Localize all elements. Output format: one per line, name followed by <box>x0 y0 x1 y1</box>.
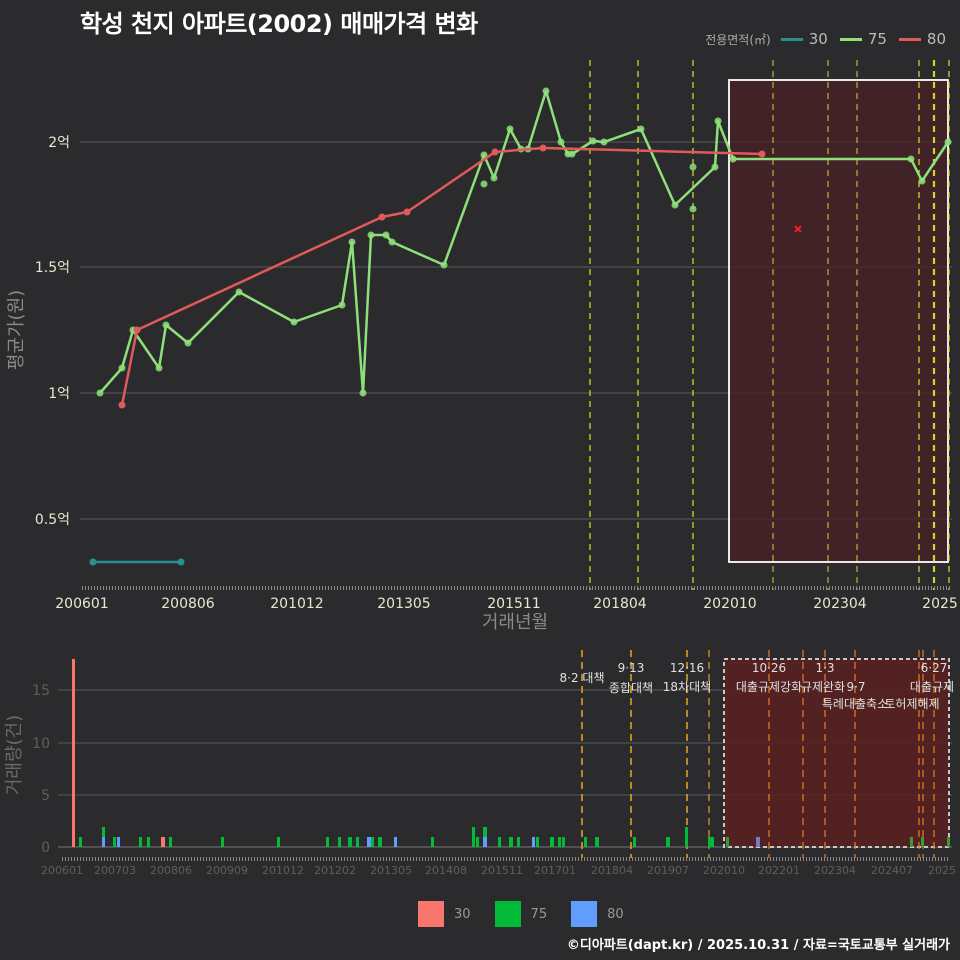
chart-title: 학성 천지 아파트(2002) 매매가격 변화 <box>80 10 478 38</box>
source-footer: ©디아파트(dapt.kr) / 2025.10.31 / 자료=국토교통부 실… <box>566 938 950 953</box>
svg-text:15: 15 <box>32 683 50 699</box>
legend-bottom: 30 75 80 <box>418 901 638 927</box>
svg-text:0.5억: 0.5억 <box>35 512 70 528</box>
svg-text:10: 10 <box>32 736 50 752</box>
svg-text:2억: 2억 <box>48 135 70 151</box>
svg-text:201305: 201305 <box>377 596 430 612</box>
svg-text:200909: 200909 <box>206 864 248 877</box>
annotation-13-top: 1·3 <box>815 661 834 675</box>
annotation-82: 8·2 대책 <box>560 670 605 685</box>
legend-swatch-30 <box>780 37 803 41</box>
svg-text:201012: 201012 <box>262 864 304 877</box>
main-x-ticks: 200601 200806 201012 201305 201511 20180… <box>55 596 958 612</box>
svg-text:201012: 201012 <box>270 596 323 612</box>
volume-y-axis-label: 거래량(건) <box>4 715 25 795</box>
volume-y-ticks: 15 10 5 0 <box>32 683 50 856</box>
annotation-1216-top: 12·16 <box>670 661 704 675</box>
svg-text:202010: 202010 <box>703 864 745 877</box>
annotation-627: 대출규제 <box>910 680 954 694</box>
svg-text:201202: 201202 <box>314 864 356 877</box>
series-80 <box>118 144 766 409</box>
legend-label-80: 80 <box>926 30 946 48</box>
svg-text:2025: 2025 <box>922 596 958 612</box>
svg-text:5: 5 <box>41 788 50 804</box>
volume-bars <box>72 659 950 847</box>
svg-text:201701: 201701 <box>534 864 576 877</box>
svg-text:201907: 201907 <box>647 864 689 877</box>
legend-title: 전용면적(㎡) <box>705 32 771 47</box>
svg-text:2025: 2025 <box>928 864 956 877</box>
svg-text:202407: 202407 <box>871 864 913 877</box>
main-y-ticks: 2억 1.5억 1억 0.5억 <box>35 135 70 528</box>
volume-policy-lines <box>581 650 935 858</box>
svg-text:202010: 202010 <box>703 596 756 612</box>
main-policy-lines <box>589 60 950 590</box>
svg-text:200703: 200703 <box>94 864 136 877</box>
legend-bottom-label-80: 80 <box>607 906 624 922</box>
svg-text:200601: 200601 <box>41 864 83 877</box>
svg-text:202304: 202304 <box>813 596 867 612</box>
svg-text:200806: 200806 <box>161 596 215 612</box>
svg-text:201804: 201804 <box>593 596 647 612</box>
annotation-97: 9·7 <box>846 680 865 694</box>
svg-text:200806: 200806 <box>150 864 192 877</box>
svg-text:201511: 201511 <box>481 864 523 877</box>
volume-chart: 15 10 5 0 거래량(건) <box>4 650 956 877</box>
svg-text:1억: 1억 <box>48 386 70 402</box>
annotation-toheo: 토허제해제 <box>884 697 939 711</box>
policy-annotations: 8·2 대책 9·13 종합대책 12·16 18차대책 10·26 대출규제강… <box>560 661 955 711</box>
legend-label-75: 75 <box>867 30 887 48</box>
main-y-axis-label: 평균가(원) <box>6 290 27 370</box>
svg-text:202304: 202304 <box>814 864 856 877</box>
volume-highlight-region <box>723 658 950 848</box>
main-chart: 2억 1.5억 1억 0.5억 평균가(원) <box>6 60 958 633</box>
svg-text:201305: 201305 <box>370 864 412 877</box>
legend-label-30: 30 <box>808 30 828 48</box>
svg-text:201408: 201408 <box>425 864 467 877</box>
legend-swatch-80 <box>898 37 921 41</box>
annotation-1026-top: 10·26 <box>752 661 786 675</box>
series-30 <box>89 558 185 566</box>
annotation-13: 규제완화 <box>801 680 845 694</box>
legend-bottom-label-30: 30 <box>454 906 471 922</box>
annotation-913-top: 9·13 <box>618 661 645 675</box>
legend-swatch-75 <box>839 37 862 41</box>
annotation-1026: 대출규제강화 <box>736 680 802 694</box>
svg-text:0: 0 <box>41 840 50 856</box>
legend-bottom-swatch-75 <box>494 901 521 927</box>
annotation-913: 종합대책 <box>609 680 653 695</box>
annotation-97b: 특례대출축소 <box>822 697 888 711</box>
svg-text:201511: 201511 <box>487 596 540 612</box>
legend-top: 전용면적(㎡) 30 75 80 <box>705 30 952 48</box>
annotation-627-top: 6·27 <box>921 661 948 675</box>
x-marker-icon <box>794 225 802 233</box>
legend-bottom-label-75: 75 <box>530 906 548 922</box>
legend-bottom-swatch-30 <box>418 901 444 927</box>
series-75 <box>96 87 952 397</box>
svg-text:202201: 202201 <box>758 864 800 877</box>
annotation-1216: 18차대책 <box>663 679 711 694</box>
volume-x-ticks: 200601 200703 200806 200909 201012 20120… <box>41 864 956 877</box>
svg-text:1.5억: 1.5억 <box>35 260 70 276</box>
svg-text:200601: 200601 <box>55 596 108 612</box>
main-x-axis-label: 거래년월 <box>482 612 548 633</box>
legend-bottom-swatch-80 <box>571 901 598 927</box>
svg-text:201804: 201804 <box>591 864 633 877</box>
